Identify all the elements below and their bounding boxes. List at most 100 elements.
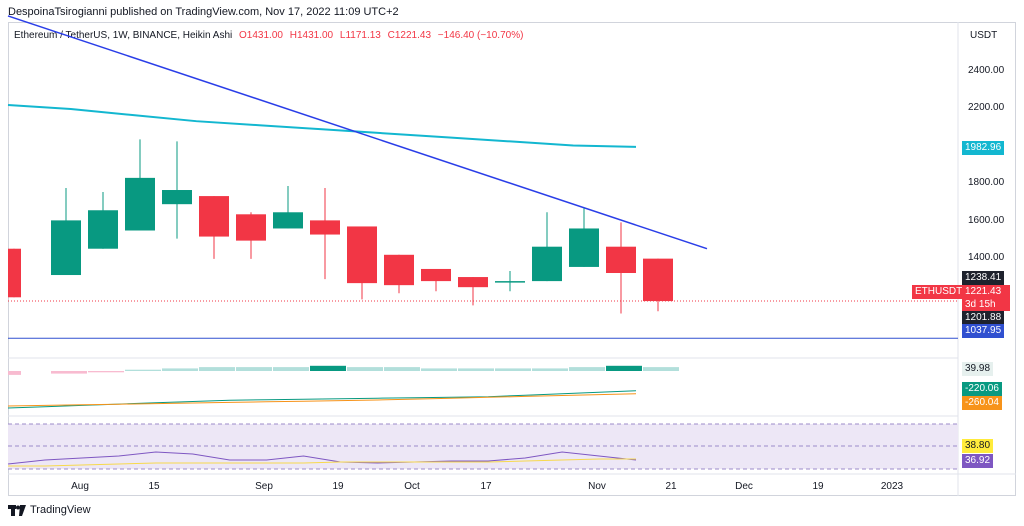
price-tick: 1800.00 bbox=[968, 177, 1005, 188]
candle-body bbox=[347, 226, 377, 284]
line1-value-tag: -220.06 bbox=[962, 382, 1002, 396]
time-tick: Oct bbox=[404, 481, 420, 492]
low-value: L1171.13 bbox=[339, 30, 381, 41]
histogram-bar bbox=[421, 368, 457, 371]
histogram-bar bbox=[199, 367, 235, 371]
candle-body bbox=[8, 248, 21, 298]
histogram-bar bbox=[162, 368, 198, 371]
price-tick: 1600.00 bbox=[968, 215, 1005, 226]
lower-price-tag: 1201.88 bbox=[962, 311, 1005, 325]
publisher-info: DespoinaTsirogianni published on Trading… bbox=[8, 6, 399, 18]
histogram-bar bbox=[236, 367, 272, 371]
candle bbox=[51, 187, 81, 276]
rsi-line bbox=[7, 451, 637, 465]
chart-legend: Ethereum / TetherUS, 1W, BINANCE, Heikin… bbox=[14, 30, 527, 41]
price-tick: 1400.00 bbox=[968, 252, 1005, 263]
ma-price-tag: 1982.96 bbox=[962, 141, 1005, 155]
upper-price-tag: 1238.41 bbox=[962, 271, 1005, 285]
candle-body bbox=[606, 246, 636, 274]
high-value: H1431.00 bbox=[289, 30, 334, 41]
candle bbox=[162, 141, 192, 239]
time-tick: Aug bbox=[71, 481, 89, 492]
histogram-bar bbox=[310, 365, 346, 371]
candle bbox=[384, 254, 414, 294]
candle-body bbox=[421, 268, 451, 282]
time-tick: Dec bbox=[735, 481, 753, 492]
candle bbox=[236, 212, 266, 259]
candle bbox=[606, 222, 636, 314]
histogram-value-tag: 39.98 bbox=[962, 362, 994, 376]
symbol-tag: ETHUSDT bbox=[912, 285, 966, 299]
rsi-value-tag: 36.92 bbox=[962, 454, 994, 468]
candle-body bbox=[569, 228, 599, 267]
support-price-tag: 1037.95 bbox=[962, 324, 1005, 338]
candle-body bbox=[51, 220, 81, 276]
line2-value-tag: -260.04 bbox=[962, 396, 1002, 410]
rsi-ma-line bbox=[8, 458, 636, 467]
rsi-ma-value-tag: 38.80 bbox=[962, 439, 994, 453]
histogram-bar bbox=[51, 371, 87, 374]
time-tick: 15 bbox=[148, 481, 160, 492]
time-tick: Sep bbox=[255, 481, 273, 492]
candle-body bbox=[310, 220, 340, 235]
candle-body bbox=[199, 196, 229, 237]
histogram-bar bbox=[458, 368, 494, 371]
candle-body bbox=[495, 281, 525, 283]
candle-body bbox=[532, 246, 562, 282]
symbol-description: Ethereum / TetherUS, 1W, BINANCE, Heikin… bbox=[14, 30, 233, 41]
time-tick: Nov bbox=[588, 481, 606, 492]
candle-body bbox=[273, 212, 303, 229]
histogram-bar bbox=[347, 367, 383, 371]
open-value: O1431.00 bbox=[239, 30, 283, 41]
time-tick: 17 bbox=[480, 481, 492, 492]
last-price: 1221.43 bbox=[965, 286, 1002, 297]
histogram-bar bbox=[606, 365, 642, 371]
last-price-box: 1221.43 3d 15h bbox=[962, 285, 1010, 311]
close-value: C1221.43 bbox=[387, 30, 432, 41]
histogram-bar bbox=[569, 367, 605, 371]
candle-body bbox=[162, 190, 192, 205]
indicator-line-1 bbox=[7, 390, 637, 409]
trendline bbox=[7, 15, 708, 250]
histogram-bar bbox=[8, 371, 21, 375]
price-tick: 2200.00 bbox=[968, 102, 1005, 113]
histogram-bar bbox=[384, 367, 420, 371]
candle-body bbox=[643, 258, 673, 302]
indicator-line-2 bbox=[7, 393, 637, 407]
candle bbox=[273, 185, 303, 229]
candle bbox=[199, 196, 229, 259]
candle-body bbox=[88, 210, 118, 249]
candle bbox=[125, 139, 155, 231]
histogram-bar bbox=[125, 369, 161, 371]
candle-body bbox=[125, 177, 155, 231]
candle bbox=[458, 277, 488, 306]
candle-body bbox=[458, 277, 488, 288]
candle bbox=[643, 258, 673, 312]
candle bbox=[310, 187, 340, 280]
moving-average-line bbox=[7, 103, 637, 148]
candle-body bbox=[384, 254, 414, 286]
price-unit: USDT bbox=[970, 30, 998, 41]
candle-body bbox=[236, 214, 266, 241]
candle bbox=[532, 212, 562, 282]
footer: TradingView bbox=[8, 504, 91, 516]
candle bbox=[8, 248, 21, 298]
time-tick: 19 bbox=[332, 481, 344, 492]
histogram-bar bbox=[532, 368, 568, 371]
histogram-bar bbox=[88, 371, 124, 373]
histogram-bar bbox=[273, 367, 309, 371]
price-tick: 2400.00 bbox=[968, 65, 1005, 76]
change-value: −146.40 (−10.70%) bbox=[437, 30, 524, 41]
bar-countdown: 3d 15h bbox=[965, 299, 996, 310]
time-tick: 21 bbox=[665, 481, 677, 492]
tradingview-logo-icon bbox=[8, 504, 26, 516]
candle bbox=[347, 226, 377, 300]
histogram-bar bbox=[495, 368, 531, 371]
candle bbox=[495, 270, 525, 292]
time-tick: 19 bbox=[812, 481, 824, 492]
time-tick: 2023 bbox=[881, 481, 904, 492]
histogram-bar bbox=[643, 367, 679, 371]
candle bbox=[421, 268, 451, 292]
candle bbox=[569, 208, 599, 267]
